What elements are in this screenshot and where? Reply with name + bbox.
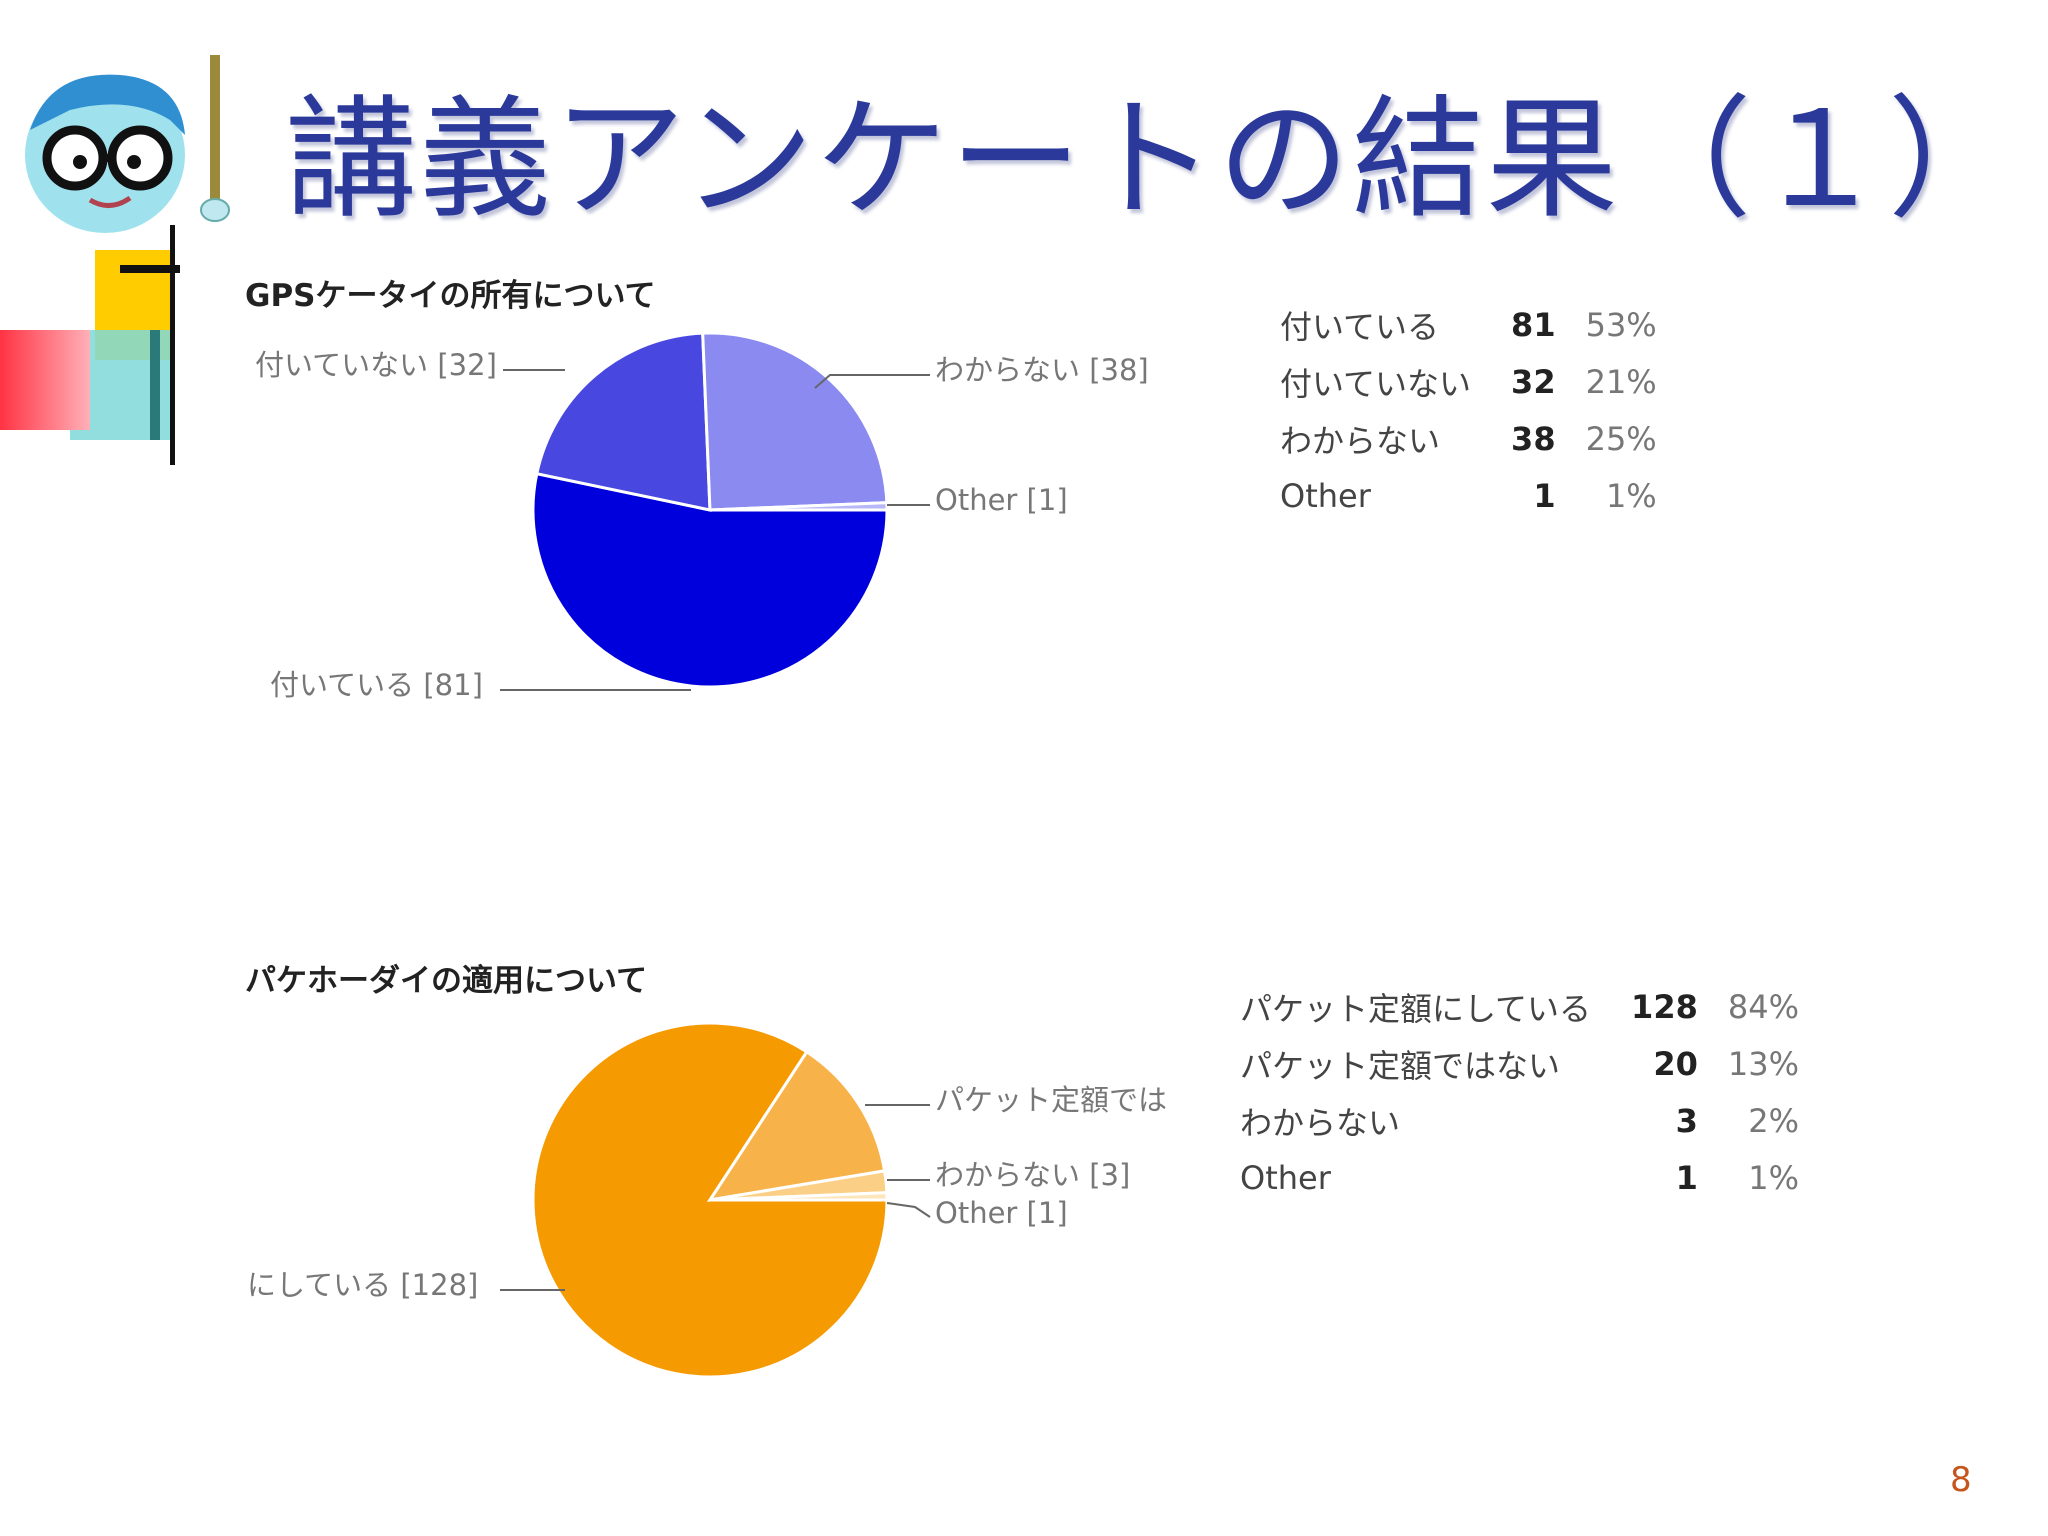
pie-label: わからない [3] [935, 1158, 1130, 1192]
legend-count: 20 [1653, 1044, 1698, 1083]
pie-label: Other [1] [935, 483, 1068, 517]
legend-count: 128 [1631, 987, 1698, 1026]
pie-slice-0 [531, 471, 889, 689]
pie-slice-3 [709, 1191, 889, 1202]
pie-slice-2 [701, 331, 889, 512]
legend-row: パケット定額ではない 20 13% [1240, 1035, 1799, 1092]
legend-percent: 84% [1727, 987, 1799, 1026]
pie-label: わからない [38] [935, 353, 1149, 387]
chart-title: GPSケータイの所有について [245, 278, 656, 314]
legend-percent: 13% [1727, 1044, 1799, 1083]
legend-table: 付いている 81 53% 付いていない 32 21% わからない 38 25% Other 1 1% [1280, 296, 1657, 524]
pie-label: 付いていない [32] [255, 348, 497, 382]
legend-count: 38 [1511, 419, 1556, 458]
legend-category: パケット定額にしている [1240, 989, 1592, 1028]
pie-label: にしている [128] [247, 1268, 478, 1302]
pie-slice-1 [534, 331, 712, 512]
teacher-logo-icon [25, 55, 230, 233]
legend-category: 付いていない [1280, 364, 1472, 403]
legend-percent: 2% [1748, 1101, 1799, 1140]
legend-count: 3 [1675, 1101, 1698, 1140]
legend-row: わからない 3 2% [1240, 1092, 1799, 1149]
legend-count: 1 [1533, 476, 1556, 515]
legend-row: わからない 38 25% [1280, 410, 1657, 467]
legend-count: 1 [1675, 1158, 1698, 1197]
pie-slice-1 [706, 1049, 887, 1203]
legend-percent: 21% [1585, 362, 1657, 401]
legend-category: わからない [1240, 1103, 1401, 1142]
pie-label: Other [1] [935, 1196, 1068, 1230]
legend-percent: 53% [1585, 305, 1657, 344]
pie-label: 付いている [81] [270, 668, 483, 702]
legend-row: Other 1 1% [1240, 1149, 1799, 1206]
leader-line [886, 1202, 931, 1218]
legend-category: 付いている [1280, 307, 1440, 346]
legend-row: パケット定額にしている 128 84% [1240, 978, 1799, 1035]
legend-row: 付いていない 32 21% [1280, 353, 1657, 410]
decorative-blocks [0, 225, 180, 465]
pie-slice-3 [709, 501, 889, 512]
legend-percent: 25% [1585, 419, 1657, 458]
legend-category: Other [1280, 476, 1371, 515]
page-title: 講義アンケートの結果（１） [285, 83, 2022, 237]
legend-count: 81 [1511, 305, 1556, 344]
chart-packet-plan: パケホーダイの適用について にしている [128] パケット定額では わからない [… [235, 955, 1835, 1395]
legend-category: パケット定額ではない [1240, 1046, 1561, 1085]
legend-table: パケット定額にしている 128 84% パケット定額ではない 20 13% わからない 3 2%… [1240, 978, 1799, 1206]
legend-category: わからない [1280, 421, 1441, 460]
chart-title: パケホーダイの適用について [245, 963, 648, 999]
pie-chart: 付いている [81] 付いていない [32] わからない [38] Other [1] [255, 331, 1149, 702]
legend-category: Other [1240, 1158, 1331, 1197]
page-number: 8 [1950, 1460, 1972, 1500]
legend-percent: 1% [1605, 476, 1657, 515]
legend-row: 付いている 81 53% [1280, 296, 1657, 353]
chart-gps-ownership: GPSケータイの所有について 付いている [81] 付いていない [32] わからな… [235, 270, 1835, 750]
pie-label: パケット定額では [935, 1083, 1167, 1117]
legend-count: 32 [1511, 362, 1556, 401]
legend-percent: 1% [1748, 1158, 1799, 1197]
legend-row: Other 1 1% [1280, 467, 1657, 524]
leader-line [814, 374, 930, 389]
